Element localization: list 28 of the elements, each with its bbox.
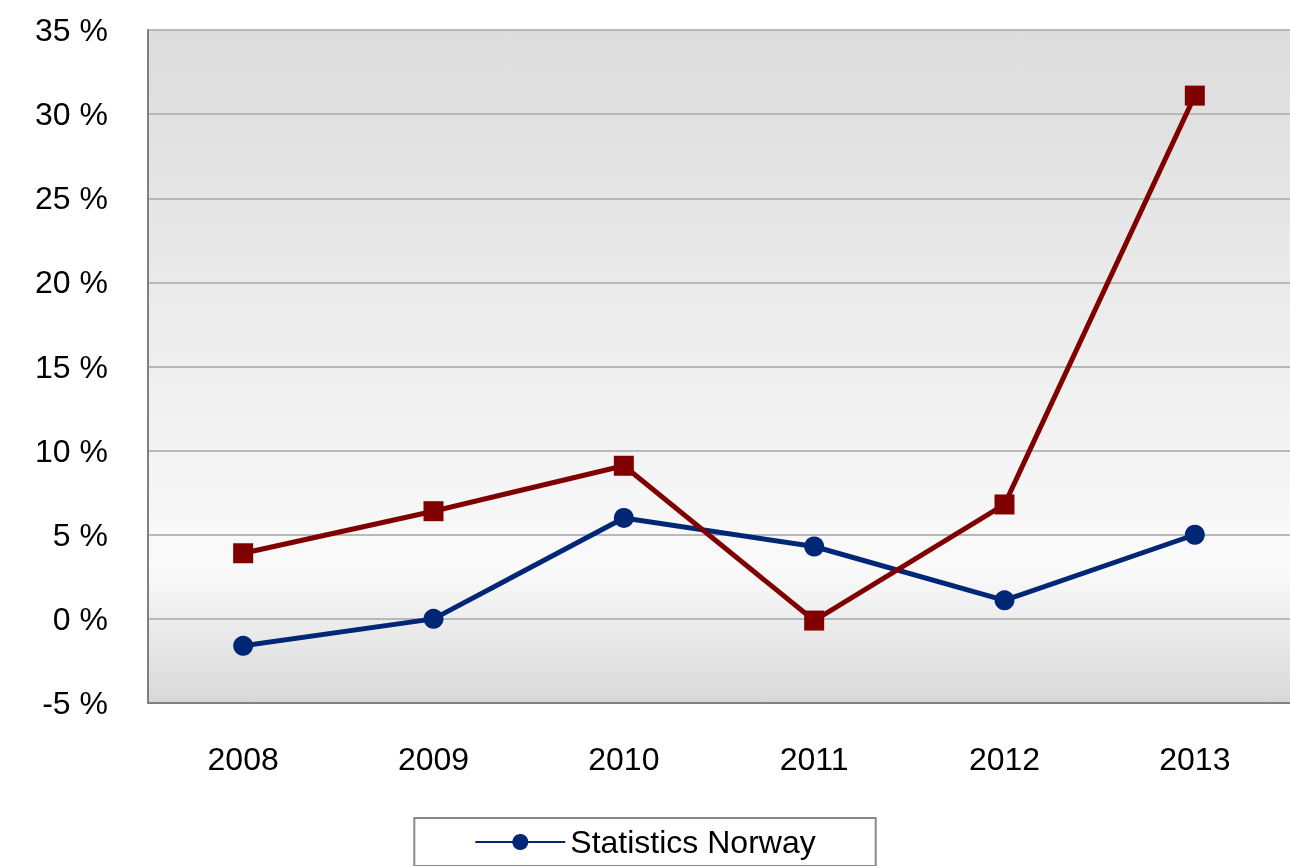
y-tick-label: 5 % [52,516,108,553]
point [804,536,825,557]
y-tick-label: 30 % [35,96,108,133]
y-tick-label: 10 % [35,432,108,469]
point [423,501,444,522]
y-tick-label: 0 % [52,600,108,637]
y-tick-label: -5 % [42,685,108,721]
y-tick-label: 15 % [35,348,108,385]
y-tick-label: 25 % [35,180,108,217]
point [613,455,634,476]
x-tick-label: 2009 [397,741,470,777]
y-tick-label: 35 % [35,12,108,48]
legend-label: Statistics Norway [570,824,816,860]
point [994,494,1015,515]
point [233,635,254,656]
point [994,590,1015,611]
x-tick-label: 2008 [207,741,279,777]
x-tick-label: 2010 [588,741,660,777]
point [1184,524,1205,545]
x-tick-label: 2013 [1159,741,1231,777]
y-tick-label: 20 % [35,264,108,301]
point [233,543,254,564]
point [613,507,634,528]
point [804,610,825,631]
x-tick-label: 2011 [779,741,849,777]
x-tick-label: 2012 [968,741,1041,777]
point [423,608,444,629]
point [1184,85,1205,106]
